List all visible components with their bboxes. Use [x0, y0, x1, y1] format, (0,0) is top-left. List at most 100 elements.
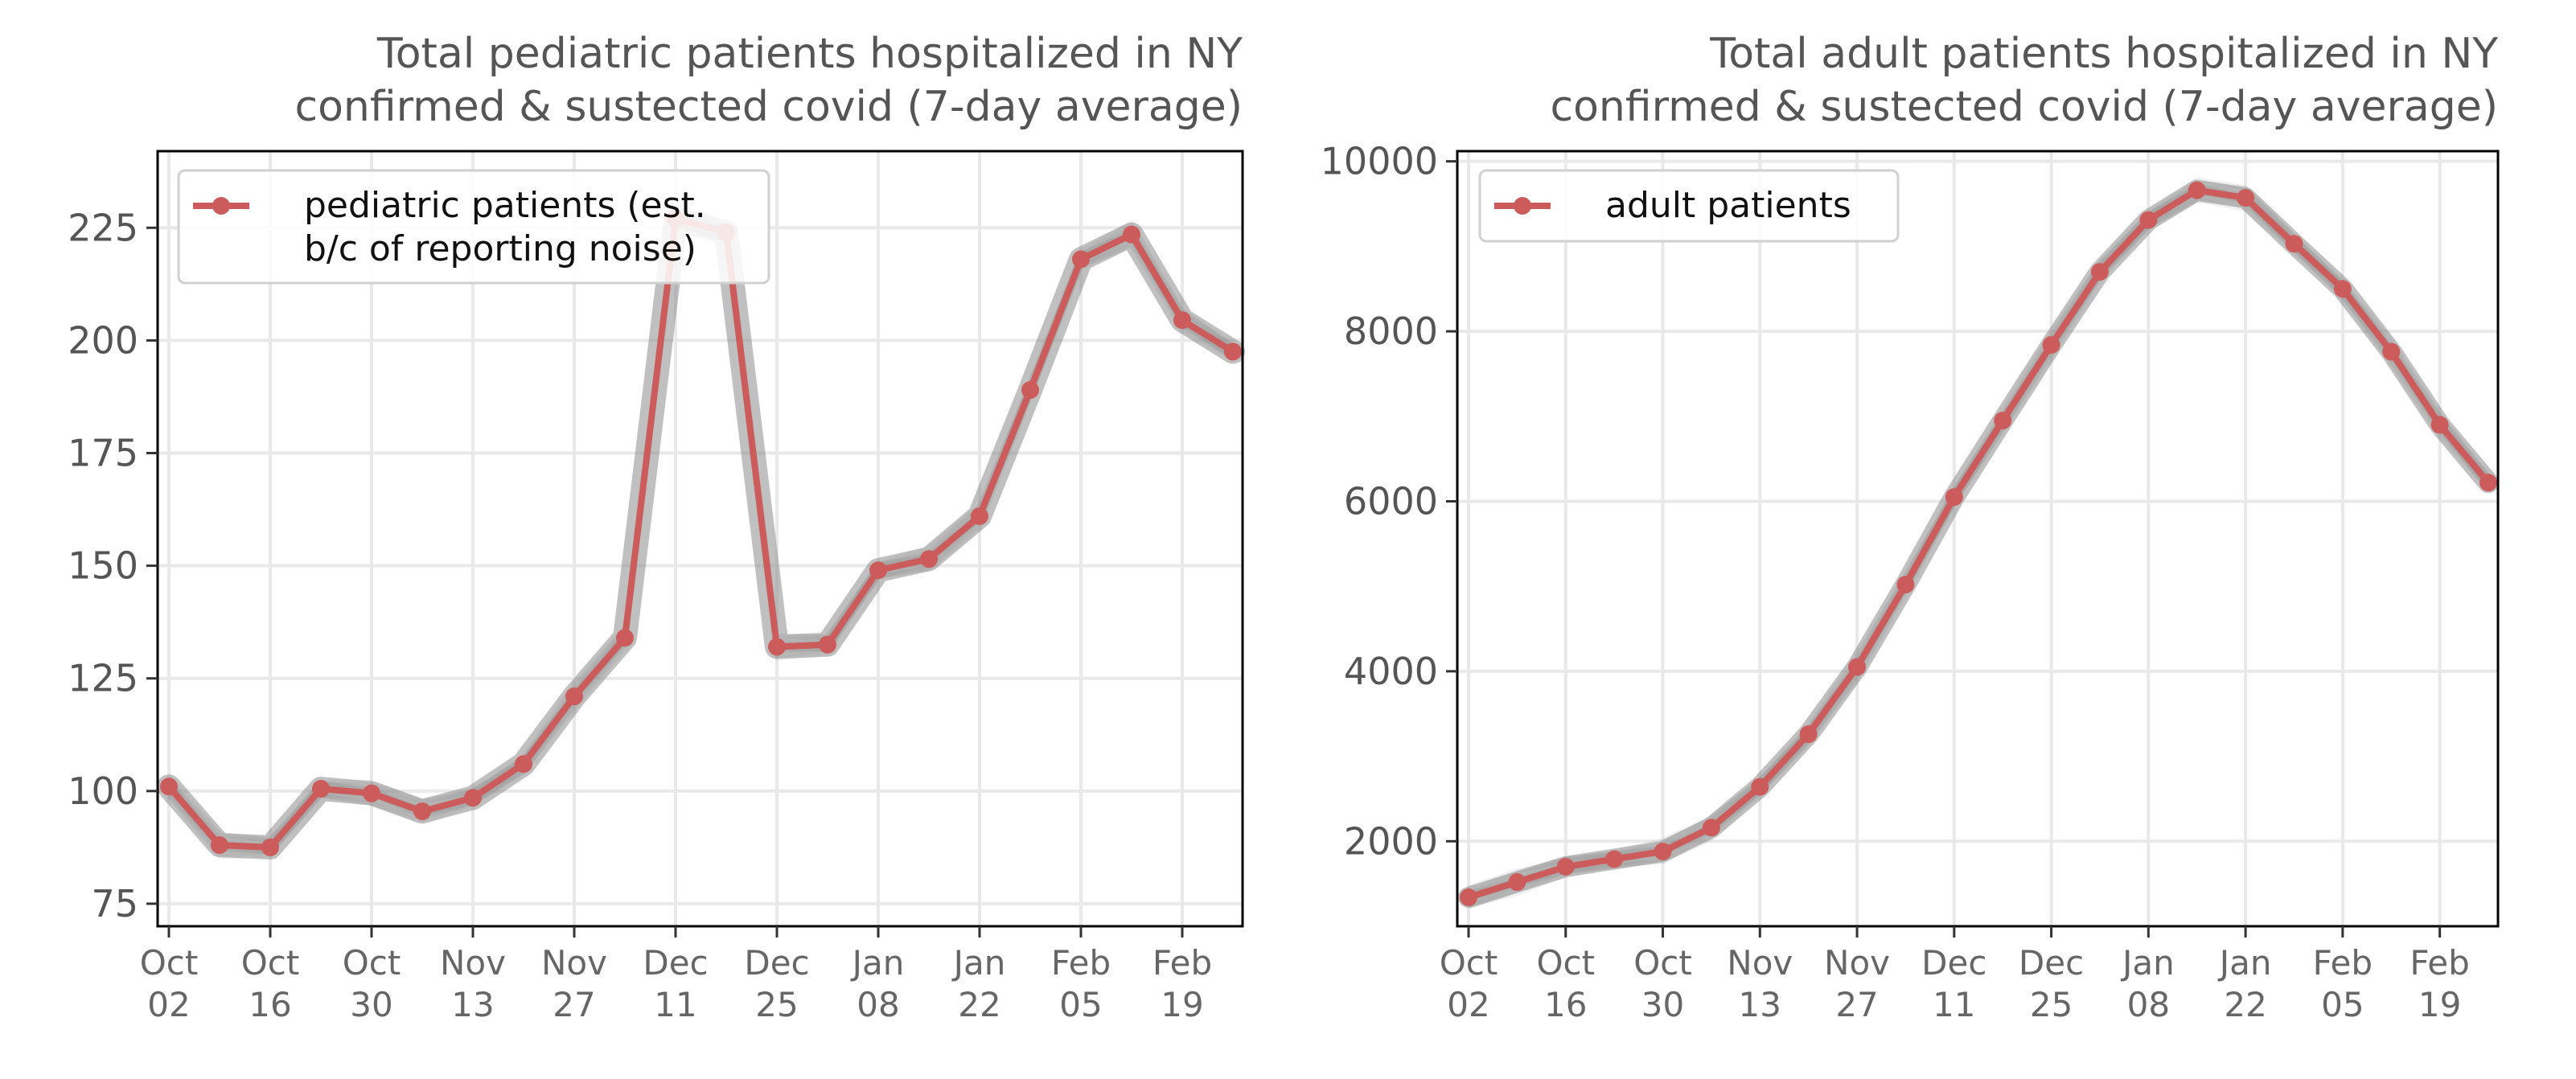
- axes-frame: [1456, 150, 2500, 928]
- x-tick-label-day: 16: [249, 985, 291, 1024]
- x-tick-label-day: 25: [755, 985, 798, 1024]
- data-point: [1021, 381, 1039, 400]
- x-tick-label-month: Nov: [1727, 943, 1793, 983]
- x-tick-label-month: Oct: [140, 943, 199, 983]
- x-tick-label-month: Oct: [1440, 943, 1498, 983]
- legend-label: adult patients: [1605, 185, 1851, 226]
- x-tick-label-day: 19: [1161, 985, 1203, 1024]
- x-tick-label-month: Nov: [440, 943, 506, 983]
- data-point: [1123, 225, 1140, 244]
- x-tick-label-day: 11: [654, 985, 696, 1024]
- x-tick-label-month: Feb: [1152, 943, 1212, 983]
- y-tick-label: 4000: [1344, 650, 1438, 693]
- data-point: [1896, 576, 1915, 594]
- legend-label: b/c of reporting noise): [304, 228, 696, 269]
- ensemble-line: [166, 222, 1235, 855]
- x-tick-label-month: Nov: [1824, 943, 1890, 983]
- x-tick-label-month: Jan: [951, 943, 1006, 983]
- y-tick-label: 175: [68, 432, 138, 475]
- data-point: [1799, 725, 1818, 744]
- y-tick-label: 200: [68, 318, 138, 362]
- data-point: [2188, 181, 2206, 199]
- data-point: [1224, 343, 1242, 361]
- chart-panel-2: 200040006000800010000Oct02Oct16Oct30Nov1…: [1321, 30, 2500, 1024]
- x-tick-label-month: Jan: [850, 943, 905, 983]
- data-point: [2382, 343, 2401, 361]
- data-point: [1556, 858, 1575, 876]
- y-tick-label: 225: [68, 206, 138, 249]
- data-point: [261, 838, 279, 856]
- data-point: [1702, 818, 1720, 837]
- data-point: [1945, 488, 1963, 507]
- ensemble-line: [1468, 197, 2491, 909]
- data-point: [971, 507, 988, 525]
- ensemble-line: [166, 221, 1235, 856]
- data-point: [1460, 888, 1477, 907]
- x-tick-label-day: 13: [451, 985, 494, 1024]
- x-tick-label-day: 22: [958, 985, 1000, 1024]
- data-point: [1994, 412, 2012, 430]
- y-axis: 2000 4000 6000 8000 10000: [1321, 140, 1457, 863]
- x-tick-label-day: 08: [857, 985, 899, 1024]
- y-axis: 75 100 125 150 175 200 225: [68, 206, 158, 925]
- chart-panel-1: 75100125150175200225Oct02Oct16Oct30Nov13…: [68, 30, 1245, 1024]
- data-point: [515, 755, 532, 773]
- y-tick-label: 75: [91, 882, 138, 925]
- legend-swatch-marker: [212, 197, 230, 215]
- ensemble-envelope: [157, 207, 1245, 860]
- x-tick-label-month: Oct: [343, 943, 401, 983]
- data-point: [2139, 211, 2158, 229]
- data-point: [616, 629, 634, 647]
- chart-title: Total pediatric patients hospitalized in…: [294, 30, 1243, 131]
- x-tick-label-month: Feb: [1051, 943, 1111, 983]
- ensemble-line: [166, 220, 1235, 855]
- x-tick-label-month: Oct: [1536, 943, 1595, 983]
- x-tick-label-month: Dec: [744, 943, 809, 983]
- ensemble-line: [1468, 197, 2491, 909]
- data-point: [2285, 235, 2303, 253]
- data-point: [2430, 416, 2449, 434]
- series-line: [1467, 187, 2492, 901]
- data-point: [211, 836, 228, 855]
- legend: pediatric patients (est.b/c of reporting…: [177, 169, 770, 285]
- x-tick-label-day: 16: [1544, 985, 1587, 1024]
- data-point: [1605, 850, 1624, 868]
- data-point: [2090, 263, 2109, 281]
- ensemble-line: [166, 216, 1235, 851]
- x-tick-label-month: Feb: [2410, 943, 2469, 983]
- x-tick-label-month: Feb: [2313, 943, 2373, 983]
- series-points: [160, 210, 1242, 856]
- legend-swatch-marker: [1514, 197, 1531, 215]
- data-point: [363, 784, 380, 802]
- data-point: [768, 638, 786, 656]
- data-point: [464, 789, 482, 807]
- chart-title: Total adult patients hospitalized in NY c…: [1550, 30, 2498, 131]
- y-tick-label: 8000: [1344, 310, 1438, 353]
- x-axis: Oct02Oct16Oct30Nov13Nov27Dec11Dec25Jan08…: [1440, 926, 2470, 1024]
- x-tick-label-day: 05: [2321, 985, 2364, 1024]
- y-tick-label: 2000: [1344, 819, 1438, 863]
- legend-label: pediatric patients (est.: [304, 185, 706, 226]
- data-point: [1508, 873, 1526, 892]
- ensemble-line: [1467, 195, 2491, 908]
- y-tick-label: 100: [68, 769, 138, 813]
- data-point: [819, 635, 836, 654]
- legend-box: [1478, 169, 1900, 243]
- x-tick-label-day: 30: [350, 985, 392, 1024]
- chart-title-line: Total adult patients hospitalized in NY: [1709, 30, 2498, 78]
- ensemble-line: [166, 222, 1235, 855]
- chart-title-line: Total pediatric patients hospitalized in…: [376, 30, 1243, 78]
- x-tick-label-day: 22: [2224, 985, 2266, 1024]
- data-point: [2042, 336, 2060, 354]
- x-tick-label-month: Jan: [2120, 943, 2175, 983]
- y-tick-label: 6000: [1344, 479, 1438, 523]
- x-tick-label-day: 02: [1447, 985, 1489, 1024]
- data-point: [1072, 250, 1090, 269]
- legend: adult patients: [1478, 169, 1900, 243]
- ensemble-line: [166, 215, 1235, 850]
- data-point: [1173, 311, 1191, 330]
- ensemble-band: [157, 207, 1245, 860]
- series-line: [166, 215, 1235, 851]
- x-tick-label-day: 27: [1835, 985, 1878, 1024]
- legend-box: [177, 169, 770, 285]
